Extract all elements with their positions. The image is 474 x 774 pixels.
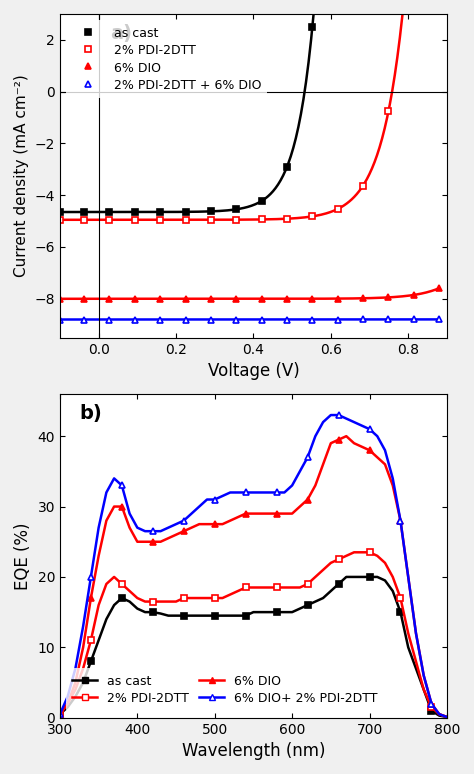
Y-axis label: Current density (mA cm⁻²): Current density (mA cm⁻²) [14, 74, 29, 277]
Line: 2% PDI-2DTT + 6% DIO: 2% PDI-2DTT + 6% DIO [56, 316, 443, 323]
2% PDI-2DTT + 6% DIO [107, 315, 112, 324]
as cast [81, 207, 87, 217]
Line: 2% PDI-2DTT: 2% PDI-2DTT [56, 0, 443, 223]
2% PDI-2DTT [208, 215, 214, 224]
as cast [310, 22, 315, 32]
2% PDI-2DTT + 6% DIO [182, 315, 188, 324]
as cast [259, 197, 264, 206]
6% DIO [233, 294, 239, 303]
2% PDI-2DTT + 6% DIO [233, 315, 239, 324]
as cast [182, 207, 188, 217]
6% DIO [437, 283, 442, 293]
Legend: as cast, 2% PDI-2DTT, 6% DIO, 6% DIO+ 2% PDI-2DTT: as cast, 2% PDI-2DTT, 6% DIO, 6% DIO+ 2%… [66, 668, 384, 711]
2% PDI-2DTT + 6% DIO [57, 315, 63, 324]
6% DIO [107, 294, 112, 303]
2% PDI-2DTT [259, 215, 264, 224]
as cast [233, 204, 239, 214]
2% PDI-2DTT [182, 215, 188, 224]
X-axis label: Voltage (V): Voltage (V) [208, 362, 299, 380]
2% PDI-2DTT + 6% DIO [81, 315, 87, 324]
6% DIO [57, 294, 63, 303]
6% DIO [310, 294, 315, 303]
2% PDI-2DTT [132, 215, 137, 224]
Line: 6% DIO: 6% DIO [56, 285, 443, 303]
2% PDI-2DTT + 6% DIO [437, 315, 442, 324]
as cast [132, 207, 137, 217]
2% PDI-2DTT + 6% DIO [386, 315, 392, 324]
6% DIO [259, 294, 264, 303]
6% DIO [182, 294, 188, 303]
2% PDI-2DTT + 6% DIO [157, 315, 163, 324]
2% PDI-2DTT [335, 204, 340, 214]
6% DIO [81, 294, 87, 303]
6% DIO [132, 294, 137, 303]
2% PDI-2DTT + 6% DIO [284, 315, 290, 324]
2% PDI-2DTT [310, 212, 315, 221]
X-axis label: Wavelength (nm): Wavelength (nm) [182, 742, 325, 760]
2% PDI-2DTT + 6% DIO [310, 315, 315, 324]
6% DIO [208, 294, 214, 303]
2% PDI-2DTT + 6% DIO [360, 315, 366, 324]
2% PDI-2DTT [386, 107, 392, 116]
Legend: as cast, 2% PDI-2DTT, 6% DIO, 2% PDI-2DTT + 6% DIO: as cast, 2% PDI-2DTT, 6% DIO, 2% PDI-2DT… [66, 20, 267, 98]
Text: a): a) [110, 23, 132, 43]
2% PDI-2DTT [107, 215, 112, 224]
6% DIO [411, 290, 417, 300]
as cast [57, 207, 63, 217]
6% DIO [386, 293, 392, 302]
2% PDI-2DTT [360, 181, 366, 190]
Text: b): b) [79, 404, 102, 423]
2% PDI-2DTT + 6% DIO [335, 315, 340, 324]
2% PDI-2DTT + 6% DIO [132, 315, 137, 324]
6% DIO [335, 294, 340, 303]
as cast [157, 207, 163, 217]
2% PDI-2DTT + 6% DIO [208, 315, 214, 324]
6% DIO [284, 294, 290, 303]
2% PDI-2DTT + 6% DIO [411, 315, 417, 324]
2% PDI-2DTT [57, 215, 63, 224]
6% DIO [157, 294, 163, 303]
2% PDI-2DTT + 6% DIO [259, 315, 264, 324]
as cast [107, 207, 112, 217]
2% PDI-2DTT [157, 215, 163, 224]
Line: as cast: as cast [56, 0, 443, 215]
6% DIO [360, 293, 366, 303]
2% PDI-2DTT [284, 214, 290, 224]
2% PDI-2DTT [233, 215, 239, 224]
as cast [208, 207, 214, 216]
as cast [284, 163, 290, 172]
Y-axis label: EQE (%): EQE (%) [14, 522, 32, 590]
2% PDI-2DTT [81, 215, 87, 224]
